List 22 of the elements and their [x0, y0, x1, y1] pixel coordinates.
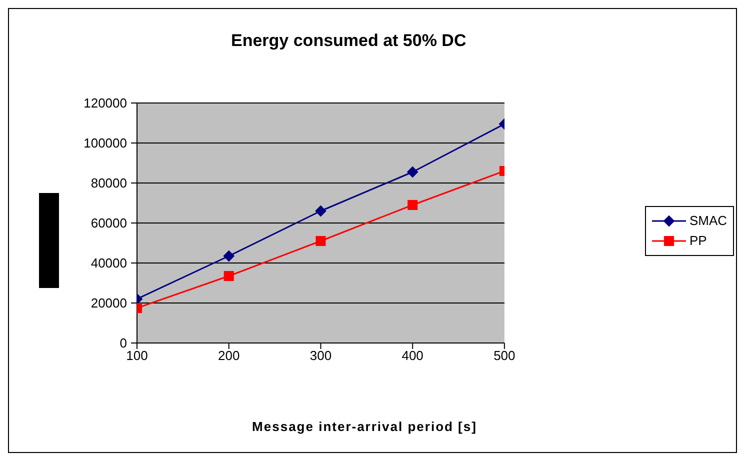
- legend-label: SMAC: [689, 212, 727, 230]
- x-axis-title: Message inter-arrival period [s]: [251, 419, 478, 434]
- point: [223, 250, 234, 262]
- y-tick-label: 0: [120, 336, 127, 351]
- x-tick-label: 200: [218, 348, 240, 364]
- point: [224, 271, 234, 281]
- legend-label: PP: [689, 232, 707, 250]
- x-tick-label: 500: [494, 348, 516, 364]
- y-tick-label: 80000: [90, 176, 127, 191]
- y-tick-label: 20000: [90, 296, 127, 311]
- chart-title: Energy consumed at 50% DC: [230, 31, 468, 51]
- x-tick-label: 100: [126, 348, 148, 364]
- x-tick-label: 300: [310, 348, 332, 364]
- point: [316, 236, 326, 246]
- point: [315, 206, 326, 216]
- y-tick-label: 60000: [90, 216, 127, 231]
- y-tick-label: 100000: [84, 136, 127, 151]
- y-tick-label: 120000: [84, 96, 127, 111]
- y-tick-label: 40000: [90, 256, 127, 271]
- point: [408, 200, 418, 210]
- x-tick-label: 400: [402, 348, 424, 364]
- point: [407, 166, 418, 178]
